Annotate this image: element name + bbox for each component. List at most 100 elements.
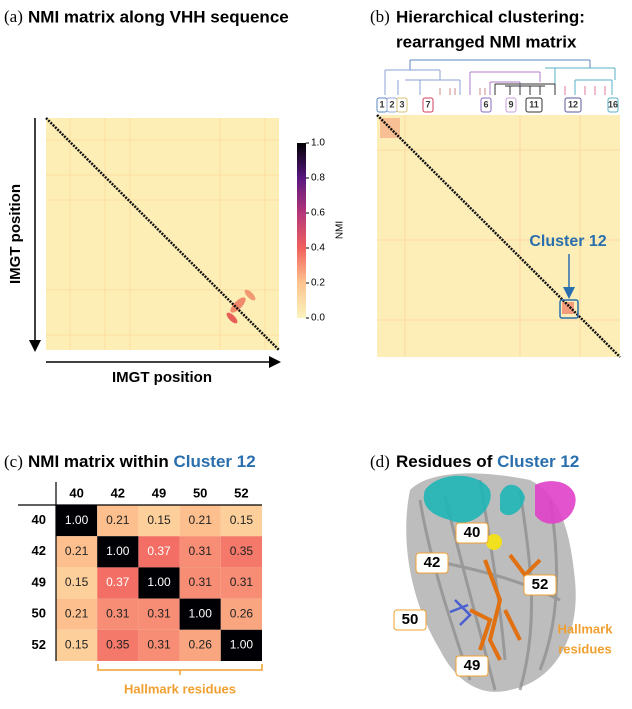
colorbar-tick-label: 0.8: [311, 173, 325, 184]
heatmap-image: [376, 114, 621, 358]
annotation: Cluster 12: [529, 233, 606, 250]
cell-label: 1.00: [65, 513, 89, 527]
heat-cell: [97, 505, 139, 537]
cluster-label: 1: [379, 99, 384, 109]
row-label: 49: [32, 574, 46, 589]
cell-label: 0.21: [65, 544, 89, 558]
heat-cell: [97, 536, 139, 568]
panel-title: Hierarchical clustering:: [396, 7, 585, 26]
heatmap-image: [45, 117, 280, 351]
cell-label: 0.31: [189, 544, 213, 558]
cluster-box: [396, 97, 408, 113]
cluster-box: [422, 97, 434, 113]
heat-cell: [138, 567, 180, 599]
residue-box: [415, 552, 449, 574]
cluster-label: 9: [508, 99, 513, 109]
cell-label: 0.26: [189, 638, 213, 652]
title-text: Residues of: [396, 452, 497, 471]
heat-cell: [97, 629, 139, 661]
heat-cell: [56, 536, 98, 568]
residue-box: [455, 522, 489, 544]
cell-label: 0.21: [106, 513, 130, 527]
cluster-label: 11: [529, 99, 539, 109]
panel-title: NMI matrix within Cluster 12: [28, 452, 256, 471]
cell-label: 0.21: [189, 513, 213, 527]
cluster-box: [480, 97, 492, 113]
colorbar-tick-label: 0.4: [311, 243, 325, 254]
residue-box: [393, 609, 427, 631]
cluster-label: 16: [608, 99, 618, 109]
annotation: Hallmark residues: [124, 681, 236, 696]
annotation: Hallmark: [558, 621, 614, 636]
column-label: 42: [111, 485, 125, 500]
cell-label: 0.35: [230, 544, 254, 558]
heat-cell: [56, 567, 98, 599]
heat-cell: [56, 505, 98, 537]
title-highlight: Cluster 12: [173, 452, 255, 471]
heat-cell: [220, 536, 262, 568]
panel-label: (a): [4, 7, 23, 26]
cell-label: 0.31: [147, 638, 171, 652]
cell-label: 0.31: [147, 606, 171, 620]
heat-cell: [138, 598, 180, 630]
heat-cell: [179, 536, 221, 568]
column-label: 49: [152, 485, 166, 500]
heat-cell: [179, 505, 221, 537]
heat-cell: [179, 598, 221, 630]
heat-cell: [179, 629, 221, 661]
cell-label: 0.15: [230, 513, 254, 527]
bracket: [97, 664, 263, 675]
cluster-label: 3: [399, 99, 404, 109]
colorbar: [297, 143, 306, 318]
panel-label: (b): [370, 7, 390, 26]
y-axis-label: IMGT position: [7, 184, 24, 284]
panel-title: NMI matrix along VHH sequence: [28, 7, 289, 26]
x-axis-label: IMGT position: [112, 369, 212, 386]
cluster-label: 12: [568, 99, 578, 109]
colorbar-tick-label: 0.2: [311, 278, 325, 289]
heat-cell: [220, 567, 262, 599]
panel-label: (c): [4, 452, 23, 471]
residue-label: 42: [424, 554, 441, 571]
row-label: 50: [32, 606, 46, 621]
row-label: 42: [32, 543, 46, 558]
residue-label: 52: [532, 576, 549, 593]
heat-cell: [220, 598, 262, 630]
cluster-label: 6: [483, 99, 488, 109]
heat-cell: [220, 505, 262, 537]
annotation: residues: [558, 641, 611, 656]
residue-label: 49: [464, 657, 481, 674]
heat-cell: [56, 598, 98, 630]
cell-label: 0.15: [65, 638, 89, 652]
cell-label: 0.26: [230, 606, 254, 620]
heat-cell: [97, 567, 139, 599]
cell-label: 1.00: [106, 544, 130, 558]
panel-label: (d): [370, 452, 390, 471]
heat-cell: [138, 629, 180, 661]
cell-label: 1.00: [230, 638, 254, 652]
cell-label: 0.37: [147, 544, 171, 558]
column-label: 52: [234, 485, 248, 500]
residue-label: 40: [464, 524, 481, 541]
row-label: 52: [32, 637, 46, 652]
cluster-box: [505, 97, 517, 113]
residue-box: [455, 655, 489, 677]
heat-cell: [97, 598, 139, 630]
colorbar-tick-label: 0.6: [311, 208, 325, 219]
cluster-label: 7: [425, 99, 430, 109]
cell-label: 0.21: [65, 606, 89, 620]
residue-label: 50: [402, 611, 419, 628]
cluster-box: [564, 97, 582, 113]
colorbar-tick-label: 0.0: [311, 313, 325, 324]
colorbar-tick-label: 1.0: [311, 138, 325, 149]
residue-box: [523, 574, 557, 596]
protein-structure: [406, 473, 576, 692]
cell-label: 0.31: [189, 575, 213, 589]
dendrogram: [384, 59, 616, 95]
cell-label: 1.00: [189, 606, 213, 620]
heat-cell: [179, 567, 221, 599]
cell-label: 1.00: [147, 575, 171, 589]
column-label: 50: [193, 485, 207, 500]
heat-cell: [56, 629, 98, 661]
